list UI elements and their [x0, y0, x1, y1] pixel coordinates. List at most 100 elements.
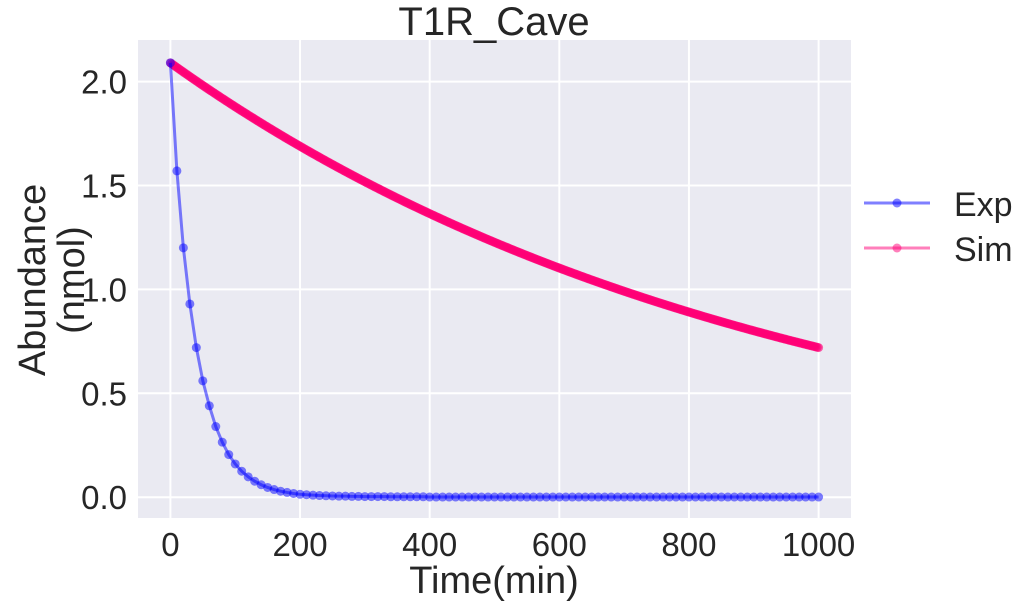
exp-point [217, 437, 227, 447]
exp-point [224, 450, 234, 460]
x-axis-ticks: 0 200 400 600 800 1000 [161, 526, 855, 563]
exp-point [665, 492, 675, 502]
x-axis-label: Time(min) [409, 560, 579, 602]
exp-point [444, 492, 454, 502]
exp-point [470, 492, 480, 502]
exp-point [613, 492, 623, 502]
exp-point [606, 492, 616, 502]
exp-point [671, 492, 681, 502]
exp-point [515, 492, 525, 502]
y-tick-label: 0.5 [81, 375, 127, 412]
exp-point [742, 492, 752, 502]
exp-point [366, 492, 376, 502]
exp-point [794, 492, 804, 502]
x-tick-label: 1000 [782, 526, 855, 563]
y-tick-label: 2.0 [81, 64, 127, 101]
exp-point [321, 491, 331, 501]
exp-point [509, 492, 519, 502]
y-axis-ticks: 0.0 0.5 1.0 1.5 2.0 [81, 64, 127, 517]
sim-point [814, 343, 824, 353]
exp-point [593, 492, 603, 502]
exp-point [302, 490, 312, 500]
exp-point [535, 492, 545, 502]
exp-point [684, 492, 694, 502]
exp-point [477, 492, 487, 502]
exp-point [561, 492, 571, 502]
exp-point [600, 492, 610, 502]
exp-point [438, 492, 448, 502]
exp-point [639, 492, 649, 502]
exp-point [451, 492, 461, 502]
exp-point [801, 492, 811, 502]
exp-point [198, 376, 208, 386]
exp-point [587, 492, 597, 502]
exp-point [211, 422, 221, 432]
grid-lines [138, 40, 851, 518]
exp-point [418, 492, 428, 502]
exp-point [502, 492, 512, 502]
exp-point [768, 492, 778, 502]
legend-item-sim: Sim [864, 231, 1013, 269]
exp-point [807, 492, 817, 502]
exp-point [412, 492, 422, 502]
exp-point [237, 466, 247, 476]
series-exp [165, 58, 824, 502]
x-tick-label: 400 [402, 526, 457, 563]
exp-point [360, 492, 370, 502]
series-sim [165, 58, 824, 353]
y-tick-label: 1.5 [81, 167, 127, 204]
exp-point [457, 492, 467, 502]
exp-point [295, 489, 305, 499]
y-axis-label-line1: Abundance [12, 184, 54, 376]
exp-point [431, 492, 441, 502]
exp-point [762, 492, 772, 502]
exp-point [677, 492, 687, 502]
exp-point [165, 58, 175, 68]
exp-point [373, 492, 383, 502]
exp-point [185, 299, 195, 309]
legend-label-sim: Sim [954, 231, 1013, 269]
exp-point [775, 492, 785, 502]
exp-point [522, 492, 532, 502]
exp-point [464, 492, 474, 502]
exp-point [327, 491, 337, 501]
y-axis-label: Abundance (nmol) [12, 184, 93, 376]
exp-point [340, 491, 350, 501]
exp-point [755, 492, 765, 502]
exp-point [528, 492, 538, 502]
x-tick-label: 600 [532, 526, 587, 563]
chart-title: T1R_Cave [398, 0, 589, 44]
exp-point [723, 492, 733, 502]
exp-point [379, 492, 389, 502]
exp-point [191, 343, 201, 353]
exp-point [703, 492, 713, 502]
legend: Exp Sim [864, 186, 1013, 269]
exp-point [496, 492, 506, 502]
exp-point [690, 492, 700, 502]
exp-point [314, 491, 324, 501]
exp-point [230, 459, 240, 469]
exp-point [619, 492, 629, 502]
exp-point [749, 492, 759, 502]
exp-point [580, 492, 590, 502]
x-tick-label: 200 [273, 526, 328, 563]
exp-point [567, 492, 577, 502]
exp-point [386, 492, 396, 502]
exp-point [392, 492, 402, 502]
exp-point [716, 492, 726, 502]
x-tick-label: 800 [661, 526, 716, 563]
exp-point [399, 492, 409, 502]
exp-point [490, 492, 499, 502]
exp-point [652, 492, 662, 502]
legend-label-exp: Exp [954, 186, 1013, 224]
exp-point [736, 492, 746, 502]
exp-point [574, 492, 584, 502]
x-tick-label: 0 [161, 526, 179, 563]
exp-point [483, 492, 493, 502]
exp-point [626, 492, 636, 502]
exp-point [204, 401, 214, 411]
y-tick-label: 0.0 [81, 479, 127, 516]
exp-point [308, 490, 318, 500]
exp-point [353, 491, 363, 501]
